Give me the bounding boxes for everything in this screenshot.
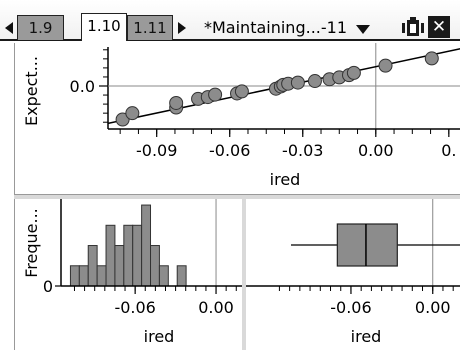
x-tick-label: 0.00	[358, 141, 394, 160]
x-axis-label: ired	[144, 327, 175, 346]
histogram-bar	[78, 265, 89, 287]
tab-1-9[interactable]: 1.9	[17, 15, 64, 40]
panel-divider-horizontal[interactable]	[14, 195, 460, 199]
y-tick-label: 0.0	[70, 77, 95, 96]
scatter-point	[378, 58, 393, 73]
x-tick-label: 0.	[441, 141, 456, 160]
document-title[interactable]: *Maintaining...-11	[204, 18, 347, 37]
histogram-chart[interactable]: -0.06 0.00 0 ired Freque...	[15, 199, 243, 350]
scatter-point	[346, 65, 361, 80]
document-menu-caret-icon[interactable]	[356, 25, 370, 34]
histogram-bar	[132, 224, 143, 287]
tab-1-11[interactable]: 1.11	[127, 15, 173, 40]
histogram-bar	[96, 265, 107, 287]
x-tick-label: -0.06	[209, 141, 250, 160]
x-tick-label: -0.06	[114, 298, 155, 317]
histogram-bar	[114, 245, 125, 287]
scroll-left-arrow-icon[interactable]	[5, 22, 13, 34]
histogram-bar	[176, 265, 187, 287]
y-tick-label: 0	[43, 277, 53, 296]
scatter-point	[290, 75, 305, 90]
scatter-point	[169, 95, 184, 110]
x-axis-label: ired	[270, 170, 301, 189]
battery-icon	[402, 17, 424, 36]
histogram-panel[interactable]: -0.06 0.00 0 ired Freque...	[14, 199, 243, 350]
scatter-point	[115, 112, 130, 127]
x-axis-label: ired	[351, 327, 382, 346]
box-plot-chart[interactable]: -0.06 0.00 ired	[246, 199, 460, 350]
scatter-point	[208, 87, 223, 102]
normal-probability-plot[interactable]: -0.09 -0.06 -0.03 0.00 0. 0.0 ired Expect...	[15, 43, 460, 195]
histogram-bar	[87, 245, 98, 287]
histogram-bar	[150, 245, 160, 287]
tab-1-10[interactable]: 1.10	[81, 13, 127, 41]
histogram-bar	[105, 224, 116, 287]
close-icon[interactable]: ✕	[428, 16, 450, 38]
x-tick-label: -0.03	[282, 141, 323, 160]
panel-divider-vertical[interactable]	[242, 199, 246, 350]
y-axis-label: Expect...	[22, 56, 41, 126]
histogram-bar	[141, 204, 152, 287]
scroll-right-arrow-icon[interactable]	[178, 22, 186, 34]
interquartile-box	[336, 223, 398, 267]
x-tick-label: -0.09	[136, 141, 177, 160]
scatter-point	[424, 51, 439, 66]
histogram-bar	[123, 224, 134, 287]
box-plot-panel[interactable]: -0.06 0.00 ired	[246, 199, 460, 350]
normal-probability-plot-panel[interactable]: -0.09 -0.06 -0.03 0.00 0. 0.0 ired Expect...	[14, 43, 460, 195]
scatter-point	[125, 106, 140, 121]
x-tick-label: 0.00	[415, 298, 451, 317]
x-tick-label: -0.06	[330, 298, 371, 317]
tab-bar: 1.9 1.10 1.11 *Maintaining...-11 ✕	[0, 0, 460, 41]
histogram-bar	[69, 265, 80, 287]
x-tick-label: 0.00	[198, 298, 234, 317]
scatter-point	[234, 84, 249, 99]
y-axis-label: Freque...	[22, 208, 41, 278]
histogram-bar	[158, 265, 169, 287]
scatter-point	[307, 74, 322, 89]
